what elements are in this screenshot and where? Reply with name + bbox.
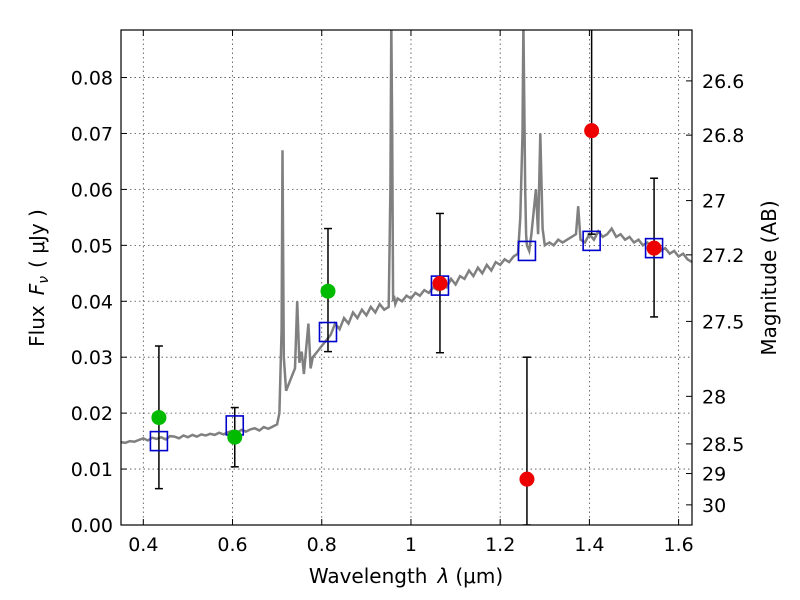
y-tick-label: 0.01 bbox=[71, 459, 113, 481]
x-axis-title-symbol: λ bbox=[437, 564, 450, 588]
x-tick-label: 1.2 bbox=[485, 534, 515, 556]
y-axis-title-subscript: ν bbox=[36, 276, 52, 284]
y-axis-title-symbol: F bbox=[25, 283, 49, 295]
nir-detection-point bbox=[432, 275, 448, 291]
y2-tick-label: 26.8 bbox=[702, 125, 744, 147]
grid bbox=[121, 30, 692, 526]
model-photometry-squares bbox=[149, 230, 664, 452]
nir-detection-points bbox=[432, 123, 662, 487]
y-tick-label: 0.05 bbox=[71, 235, 113, 257]
y-axis-title: Flux Fν ( μJy ) bbox=[25, 209, 52, 347]
x-tick-label: 1.4 bbox=[574, 534, 604, 556]
model-photometry-square bbox=[644, 237, 664, 259]
model-photometry-square bbox=[318, 321, 338, 343]
y-tick-label: 0.07 bbox=[71, 123, 113, 145]
optical-detection-point bbox=[151, 410, 167, 426]
optical-detection-point bbox=[227, 429, 243, 445]
y2-tick-label: 28.5 bbox=[702, 434, 744, 456]
x-tick-label: 0.8 bbox=[307, 534, 337, 556]
y2-axis-ticks: 26.6 26.8 27 27.2 27.5 28 28.5 29 30 bbox=[686, 71, 744, 517]
y2-axis-title: Magnitude (AB) bbox=[757, 200, 781, 355]
x-axis-title-unit: (μm) bbox=[455, 564, 503, 588]
nir-detection-point bbox=[519, 471, 535, 487]
y2-tick-label: 30 bbox=[702, 495, 726, 517]
plot-frame bbox=[120, 29, 693, 526]
y-tick-label: 0.04 bbox=[71, 291, 113, 313]
x-axis-ticks: 0.4 0.6 0.8 1 1.2 1.4 1.6 bbox=[128, 30, 694, 556]
y-tick-label: 0.02 bbox=[71, 403, 113, 425]
nir-detection-point bbox=[646, 240, 662, 256]
y2-tick-label: 27.2 bbox=[702, 245, 744, 267]
y-axis-title-prefix: Flux bbox=[25, 305, 49, 347]
x-axis-title: Wavelength λ (μm) bbox=[309, 564, 503, 588]
x-tick-label: 0.6 bbox=[217, 534, 247, 556]
x-tick-label: 0.4 bbox=[128, 534, 158, 556]
model-photometry-square bbox=[582, 230, 601, 252]
y2-tick-label: 28 bbox=[702, 386, 726, 408]
y2-tick-label: 27 bbox=[702, 191, 726, 213]
y2-tick-label: 27.5 bbox=[702, 311, 744, 333]
plot-area bbox=[121, 30, 692, 525]
x-tick-label: 1.6 bbox=[664, 534, 694, 556]
y-tick-label: 0.00 bbox=[71, 515, 113, 537]
model-photometry-square bbox=[149, 430, 169, 452]
y-tick-label: 0.06 bbox=[71, 179, 113, 201]
optical-detection-points bbox=[151, 283, 336, 445]
nir-detection-point bbox=[584, 123, 600, 139]
y-axis-title-unit: ( μJy ) bbox=[25, 209, 49, 268]
y-axis-ticks: 0.00 0.01 0.02 0.03 0.04 0.05 0.06 0.07 0.08 bbox=[71, 68, 127, 537]
optical-detection-point bbox=[320, 283, 336, 299]
y2-tick-label: 29 bbox=[702, 464, 726, 486]
y-tick-label: 0.03 bbox=[71, 347, 113, 369]
y-tick-label: 0.08 bbox=[71, 68, 113, 90]
x-tick-label: 1 bbox=[405, 534, 417, 556]
x-axis-title-prefix: Wavelength bbox=[309, 564, 428, 588]
y2-tick-label: 26.6 bbox=[702, 71, 744, 93]
model-photometry-square bbox=[517, 240, 537, 262]
